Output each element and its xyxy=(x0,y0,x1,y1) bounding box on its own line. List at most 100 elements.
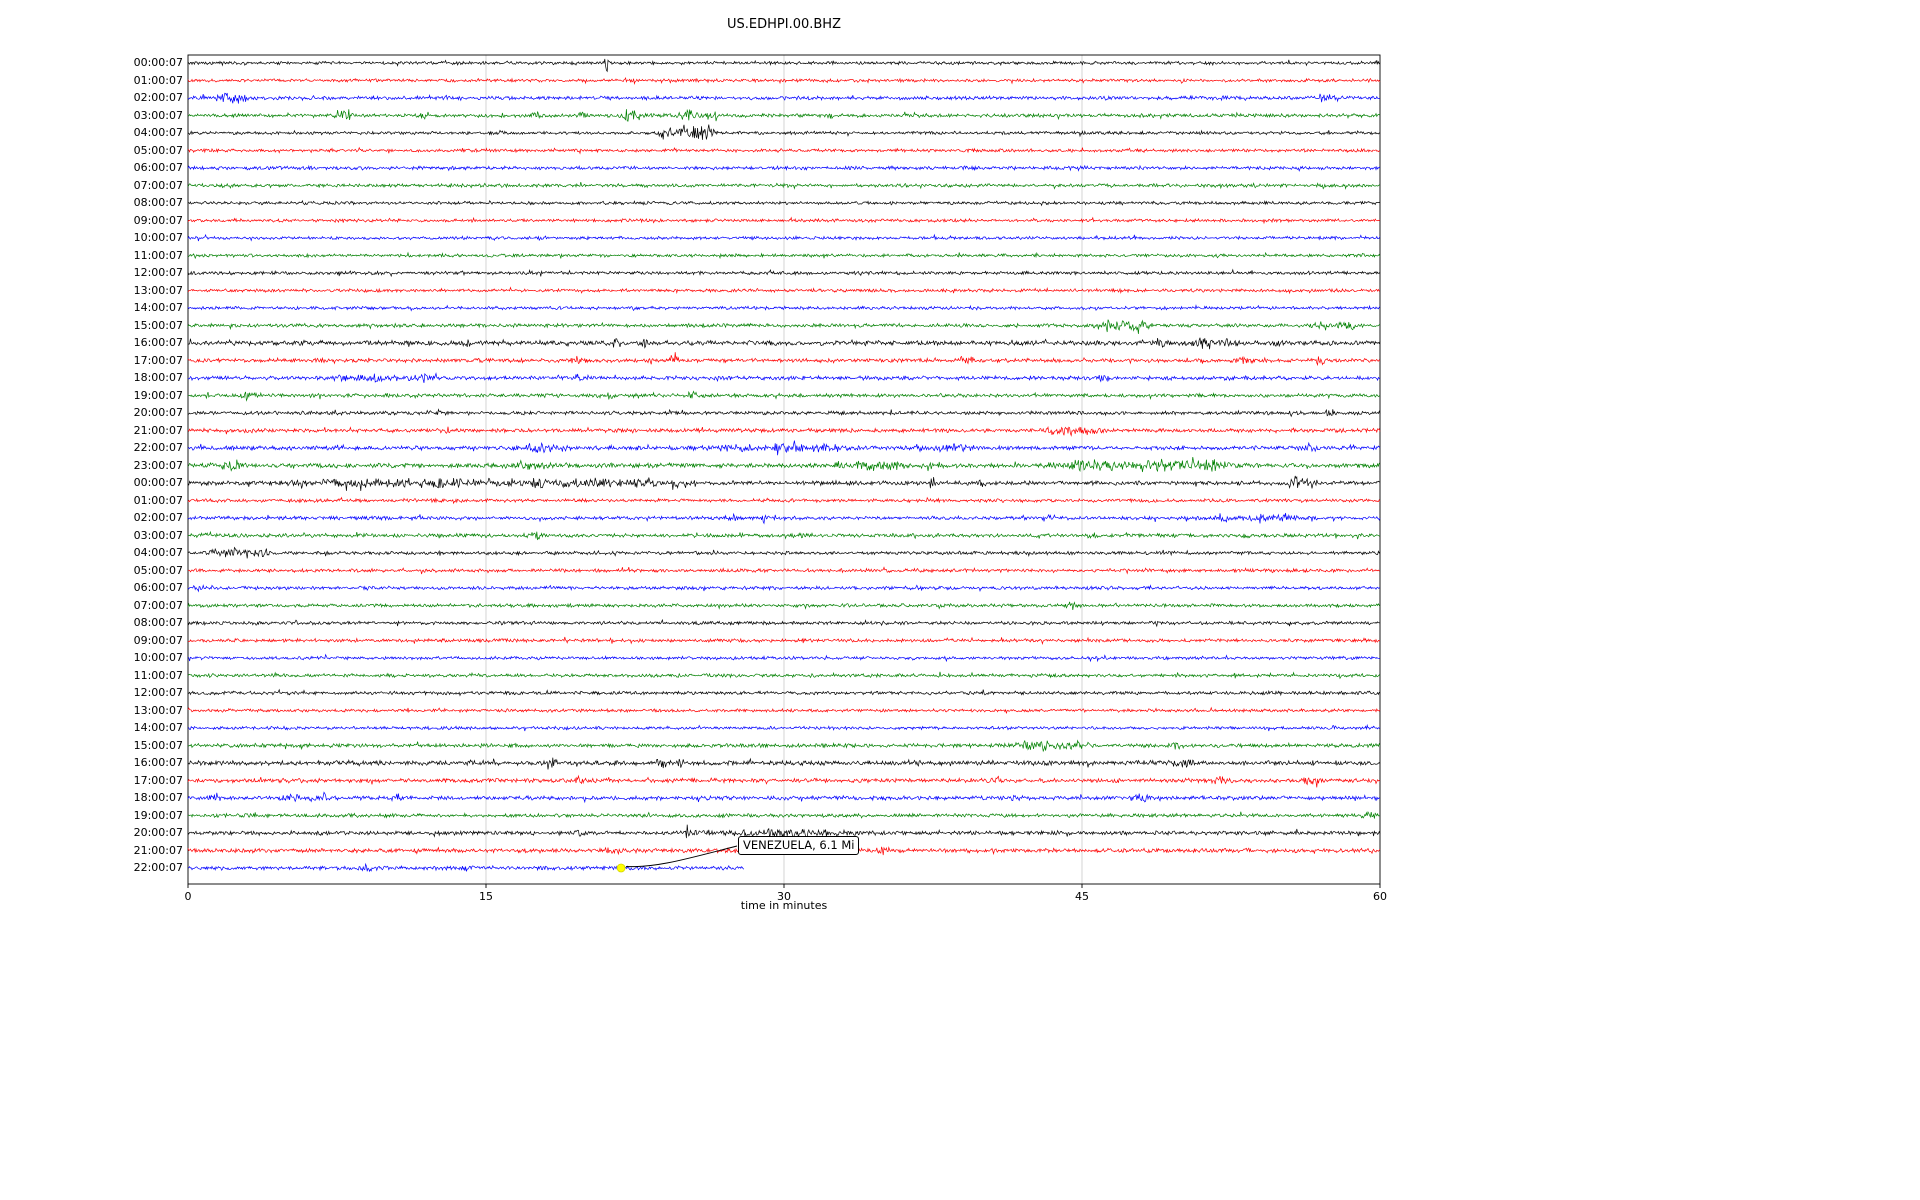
trace-04:00:07-row28 xyxy=(187,546,1381,559)
trace-03:00:07-row27 xyxy=(188,530,1381,541)
trace-time-label: 12:00:07 xyxy=(133,266,183,279)
trace-07:00:07-row31 xyxy=(187,601,1381,611)
trace-time-label: 09:00:07 xyxy=(133,633,183,647)
trace-18:00:07-row42 xyxy=(187,791,1381,804)
trace-time-label: 20:00:07 xyxy=(133,406,183,419)
trace-time-label: 00:00:07 xyxy=(133,476,183,489)
trace-22:00:07-row22 xyxy=(187,440,1381,456)
trace-time-label: 13:00:07 xyxy=(133,703,183,717)
trace-time-label: 01:00:07 xyxy=(133,73,183,87)
trace-00:00:07-row0 xyxy=(187,58,1381,73)
trace-time-label: 02:00:07 xyxy=(133,511,183,524)
trace-09:00:07-row33 xyxy=(187,636,1381,645)
trace-15:00:07-row15 xyxy=(187,319,1381,334)
trace-time-label: 14:00:07 xyxy=(133,721,183,734)
trace-time-label: 14:00:07 xyxy=(133,301,183,314)
trace-time-label: 17:00:07 xyxy=(133,773,183,787)
trace-01:00:07-row1 xyxy=(187,77,1381,85)
trace-time-label: 16:00:07 xyxy=(133,336,183,349)
trace-14:00:07-row14 xyxy=(187,304,1381,312)
trace-06:00:07-row6 xyxy=(187,164,1381,172)
trace-time-label: 21:00:07 xyxy=(133,423,183,437)
trace-time-label: 02:00:07 xyxy=(133,91,183,104)
trace-16:00:07-row40 xyxy=(187,757,1381,770)
trace-time-label: 13:00:07 xyxy=(133,283,183,297)
x-tick-label: 45 xyxy=(1075,890,1089,903)
trace-11:00:07-row11 xyxy=(187,251,1381,260)
trace-17:00:07-row17 xyxy=(187,352,1381,367)
trace-11:00:07-row35 xyxy=(187,671,1381,680)
trace-time-label: 22:00:07 xyxy=(133,861,183,874)
event-annotation: VENEZUELA, 6.1 Mi xyxy=(738,836,860,855)
trace-time-label: 11:00:07 xyxy=(133,248,183,262)
trace-02:00:07-row26 xyxy=(187,512,1381,525)
trace-time-label: 09:00:07 xyxy=(133,213,183,227)
trace-time-label: 03:00:07 xyxy=(133,528,183,542)
trace-time-label: 10:00:07 xyxy=(133,651,183,664)
trace-time-label: 11:00:07 xyxy=(133,668,183,682)
trace-06:00:07-row30 xyxy=(187,584,1381,593)
trace-time-label: 03:00:07 xyxy=(133,108,183,122)
trace-time-label: 16:00:07 xyxy=(133,756,183,769)
trace-05:00:07-row5 xyxy=(187,146,1380,155)
trace-12:00:07-row36 xyxy=(187,688,1381,697)
trace-time-label: 05:00:07 xyxy=(133,563,183,577)
trace-time-label: 15:00:07 xyxy=(133,318,183,332)
trace-05:00:07-row29 xyxy=(187,566,1381,575)
trace-01:00:07-row25 xyxy=(187,496,1381,505)
trace-time-label: 17:00:07 xyxy=(133,353,183,367)
trace-time-label: 18:00:07 xyxy=(133,371,183,384)
trace-18:00:07-row18 xyxy=(187,372,1381,383)
trace-time-label: 19:00:07 xyxy=(133,808,183,822)
trace-time-label: 21:00:07 xyxy=(133,843,183,857)
trace-12:00:07-row12 xyxy=(187,268,1381,278)
trace-19:00:07-row43 xyxy=(187,810,1381,819)
trace-time-label: 15:00:07 xyxy=(133,738,183,752)
trace-14:00:07-row38 xyxy=(187,723,1381,732)
trace-19:00:07-row19 xyxy=(187,390,1381,402)
trace-time-label: 04:00:07 xyxy=(133,546,183,559)
trace-time-label: 06:00:07 xyxy=(133,581,183,594)
trace-02:00:07-row2 xyxy=(187,92,1381,104)
x-tick-label: 15 xyxy=(479,890,493,903)
trace-08:00:07-row8 xyxy=(187,199,1381,207)
trace-20:00:07-row20 xyxy=(187,408,1381,418)
trace-13:00:07-row37 xyxy=(187,706,1381,714)
trace-00:00:07-row24 xyxy=(187,475,1380,491)
trace-time-label: 05:00:07 xyxy=(133,143,183,157)
x-tick-label: 0 xyxy=(184,890,192,903)
trace-time-label: 07:00:07 xyxy=(133,598,183,612)
trace-04:00:07-row4 xyxy=(187,124,1381,140)
x-tick-label: 60 xyxy=(1373,890,1387,903)
trace-time-label: 10:00:07 xyxy=(133,231,183,244)
trace-time-label: 07:00:07 xyxy=(133,178,183,192)
trace-time-label: 00:00:07 xyxy=(133,56,183,69)
trace-time-label: 04:00:07 xyxy=(133,126,183,139)
trace-03:00:07-row3 xyxy=(187,108,1381,122)
trace-17:00:07-row41 xyxy=(187,774,1381,788)
trace-time-label: 08:00:07 xyxy=(133,616,183,629)
trace-time-label: 18:00:07 xyxy=(133,791,183,804)
trace-16:00:07-row16 xyxy=(187,337,1381,350)
trace-time-label: 19:00:07 xyxy=(133,388,183,402)
annotation-leader-line xyxy=(626,845,738,868)
trace-09:00:07-row9 xyxy=(187,216,1381,225)
trace-time-label: 23:00:07 xyxy=(133,458,183,472)
trace-22:00:07-row46 xyxy=(187,862,745,873)
event-marker-dot xyxy=(616,863,626,873)
trace-time-label: 08:00:07 xyxy=(133,196,183,209)
trace-time-label: 01:00:07 xyxy=(133,493,183,507)
trace-23:00:07-row23 xyxy=(187,457,1381,473)
trace-time-label: 20:00:07 xyxy=(133,826,183,839)
trace-10:00:07-row10 xyxy=(187,233,1381,242)
x-tick-label: 30 xyxy=(777,890,791,903)
trace-21:00:07-row21 xyxy=(187,425,1381,437)
trace-08:00:07-row32 xyxy=(187,618,1381,628)
trace-10:00:07-row34 xyxy=(187,653,1381,663)
trace-time-label: 12:00:07 xyxy=(133,686,183,699)
trace-15:00:07-row39 xyxy=(187,739,1381,753)
trace-13:00:07-row13 xyxy=(187,286,1381,295)
x-axis-label: time in minutes xyxy=(740,899,828,912)
